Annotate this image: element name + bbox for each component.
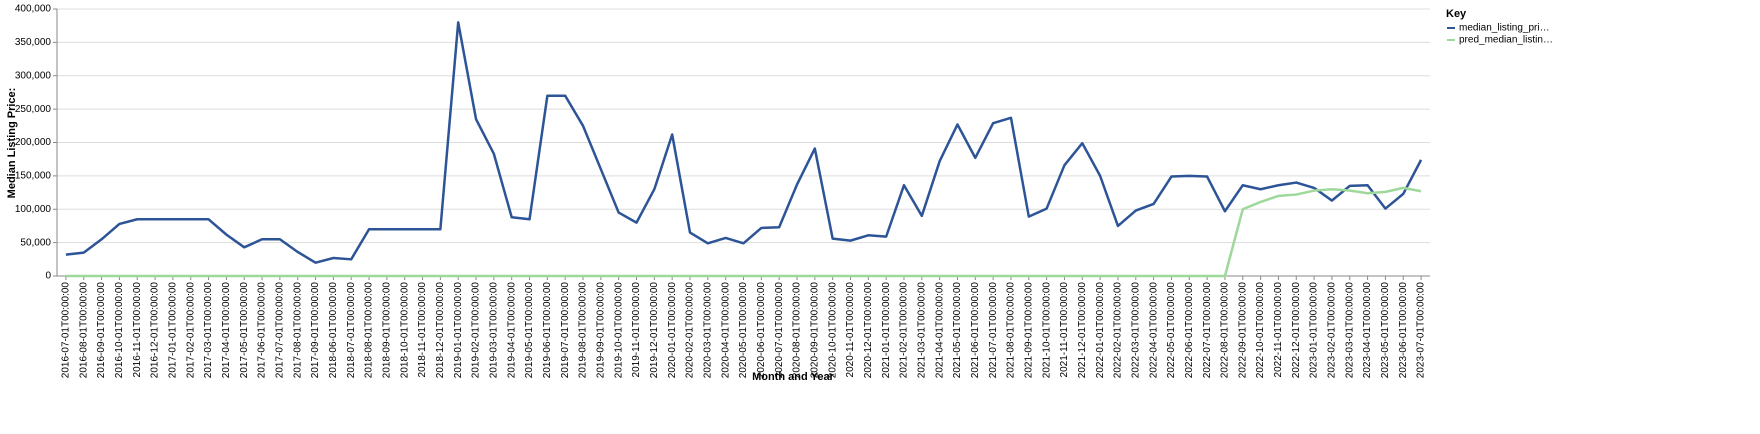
x-tick-label: 2021-06-01T00:00:00 xyxy=(970,282,981,379)
x-tick-label: 2021-09-01T00:00:00 xyxy=(1023,282,1034,379)
x-tick-label: 2019-01-01T00:00:00 xyxy=(453,282,464,379)
x-tick-label: 2017-04-01T00:00:00 xyxy=(221,282,232,379)
x-tick-label: 2020-11-01T00:00:00 xyxy=(845,282,856,378)
x-tick-label: 2019-02-01T00:00:00 xyxy=(471,282,482,379)
x-tick-label: 2019-09-01T00:00:00 xyxy=(595,282,606,379)
y-tick-label: 0 xyxy=(45,271,51,282)
x-tick-label: 2020-02-01T00:00:00 xyxy=(685,282,696,379)
x-tick-label: 2022-09-01T00:00:00 xyxy=(1237,282,1248,379)
y-tick-label: 100,000 xyxy=(15,204,52,215)
y-tick-label: 250,000 xyxy=(15,104,52,115)
y-tick-label: 150,000 xyxy=(15,171,52,182)
x-tick-label: 2018-07-01T00:00:00 xyxy=(346,282,357,379)
x-tick-label: 2020-08-01T00:00:00 xyxy=(792,282,803,379)
x-tick-label: 2018-08-01T00:00:00 xyxy=(364,282,375,379)
x-tick-label: 2022-03-01T00:00:00 xyxy=(1130,282,1141,379)
x-tick-label: 2017-05-01T00:00:00 xyxy=(239,282,250,379)
x-tick-label: 2018-11-01T00:00:00 xyxy=(417,282,428,378)
x-tick-label: 2020-04-01T00:00:00 xyxy=(720,282,731,379)
x-tick-label: 2022-10-01T00:00:00 xyxy=(1255,282,1266,379)
x-tick-label: 2020-03-01T00:00:00 xyxy=(702,282,713,379)
x-tick-label: 2017-09-01T00:00:00 xyxy=(310,282,321,379)
x-tick-label: 2016-07-01T00:00:00 xyxy=(61,282,72,379)
y-axis-title: Median Listing Price: xyxy=(6,88,18,199)
x-tick-label: 2020-05-01T00:00:00 xyxy=(738,282,749,379)
x-tick-label: 2022-08-01T00:00:00 xyxy=(1220,282,1231,379)
x-tick-label: 2022-05-01T00:00:00 xyxy=(1166,282,1177,379)
x-tick-label: 2020-09-01T00:00:00 xyxy=(809,282,820,379)
x-tick-label: 2021-02-01T00:00:00 xyxy=(899,282,910,379)
x-tick-label: 2016-08-01T00:00:00 xyxy=(78,282,89,379)
y-tick-label: 200,000 xyxy=(15,137,52,148)
x-tick-label: 2022-01-01T00:00:00 xyxy=(1095,282,1106,379)
x-tick-label: 2020-06-01T00:00:00 xyxy=(756,282,767,379)
x-tick-label: 2021-11-01T00:00:00 xyxy=(1059,282,1070,378)
x-tick-label: 2019-08-01T00:00:00 xyxy=(578,282,589,379)
x-tick-label: 2022-12-01T00:00:00 xyxy=(1291,282,1302,379)
x-tick-label: 2022-02-01T00:00:00 xyxy=(1113,282,1124,379)
x-tick-label: 2019-06-01T00:00:00 xyxy=(542,282,553,379)
x-tick-label: 2019-12-01T00:00:00 xyxy=(649,282,660,379)
x-axis-title: Month and Year xyxy=(752,371,834,383)
x-tick-label: 2019-10-01T00:00:00 xyxy=(613,282,624,379)
x-tick-label: 2021-08-01T00:00:00 xyxy=(1006,282,1017,379)
x-tick-label: 2017-01-01T00:00:00 xyxy=(168,282,179,379)
x-tick-label: 2023-02-01T00:00:00 xyxy=(1327,282,1338,379)
x-tick-label: 2019-03-01T00:00:00 xyxy=(489,282,500,379)
x-tick-label: 2017-02-01T00:00:00 xyxy=(185,282,196,379)
x-tick-label: 2021-03-01T00:00:00 xyxy=(916,282,927,379)
x-tick-label: 2023-06-01T00:00:00 xyxy=(1398,282,1409,379)
x-tick-label: 2021-07-01T00:00:00 xyxy=(988,282,999,379)
x-tick-label: 2023-01-01T00:00:00 xyxy=(1309,282,1320,379)
x-tick-label: 2022-04-01T00:00:00 xyxy=(1148,282,1159,379)
x-tick-label: 2020-10-01T00:00:00 xyxy=(827,282,838,379)
legend-title: Key xyxy=(1446,8,1467,20)
x-tick-label: 2016-11-01T00:00:00 xyxy=(132,282,143,378)
x-tick-label: 2023-07-01T00:00:00 xyxy=(1416,282,1427,379)
y-tick-label: 350,000 xyxy=(15,37,52,48)
x-tick-label: 2016-10-01T00:00:00 xyxy=(114,282,125,379)
x-tick-label: 2023-03-01T00:00:00 xyxy=(1344,282,1355,379)
y-tick-label: 50,000 xyxy=(20,237,51,248)
x-tick-label: 2021-01-01T00:00:00 xyxy=(881,282,892,379)
x-tick-label: 2019-05-01T00:00:00 xyxy=(524,282,535,379)
x-tick-label: 2016-09-01T00:00:00 xyxy=(96,282,107,379)
x-tick-label: 2018-10-01T00:00:00 xyxy=(399,282,410,379)
x-tick-label: 2018-06-01T00:00:00 xyxy=(328,282,339,379)
legend-label: pred_median_listin… xyxy=(1459,35,1553,46)
x-tick-label: 2019-11-01T00:00:00 xyxy=(631,282,642,378)
x-tick-label: 2018-09-01T00:00:00 xyxy=(382,282,393,379)
y-tick-label: 300,000 xyxy=(15,70,52,81)
x-tick-label: 2019-07-01T00:00:00 xyxy=(560,282,571,379)
x-tick-label: 2016-12-01T00:00:00 xyxy=(150,282,161,379)
x-tick-label: 2020-01-01T00:00:00 xyxy=(667,282,678,379)
x-tick-label: 2017-07-01T00:00:00 xyxy=(275,282,286,379)
x-tick-label: 2022-11-01T00:00:00 xyxy=(1273,282,1284,378)
x-tick-label: 2017-08-01T00:00:00 xyxy=(292,282,303,379)
x-tick-label: 2021-05-01T00:00:00 xyxy=(952,282,963,379)
x-tick-label: 2020-12-01T00:00:00 xyxy=(863,282,874,379)
x-tick-label: 2017-03-01T00:00:00 xyxy=(203,282,214,379)
y-tick-label: 400,000 xyxy=(15,4,52,15)
series-line xyxy=(65,186,1422,278)
x-tick-label: 2023-04-01T00:00:00 xyxy=(1362,282,1373,379)
x-tick-label: 2019-04-01T00:00:00 xyxy=(506,282,517,379)
x-tick-label: 2022-06-01T00:00:00 xyxy=(1184,282,1195,379)
legend-label: median_listing_pri… xyxy=(1459,23,1550,34)
x-tick-label: 2021-12-01T00:00:00 xyxy=(1077,282,1088,379)
x-tick-label: 2017-06-01T00:00:00 xyxy=(257,282,268,379)
series-line xyxy=(65,21,1423,264)
x-tick-label: 2020-07-01T00:00:00 xyxy=(774,282,785,379)
x-tick-label: 2021-10-01T00:00:00 xyxy=(1041,282,1052,379)
x-tick-label: 2018-12-01T00:00:00 xyxy=(435,282,446,379)
x-tick-label: 2021-04-01T00:00:00 xyxy=(934,282,945,379)
x-tick-label: 2023-05-01T00:00:00 xyxy=(1380,282,1391,379)
x-tick-label: 2022-07-01T00:00:00 xyxy=(1202,282,1213,379)
